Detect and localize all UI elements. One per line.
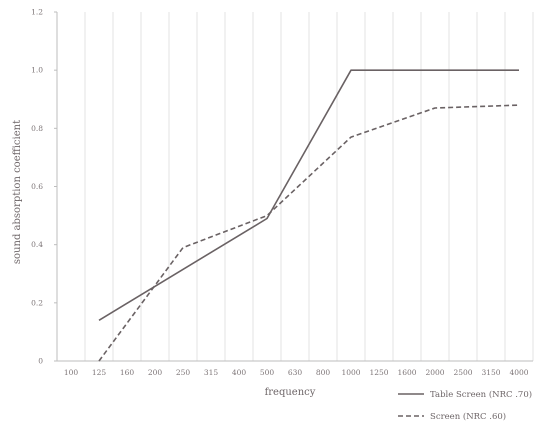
x-tick-label: 1000 <box>341 368 360 377</box>
y-tick-label: 0.6 <box>31 182 43 191</box>
x-tick-label: 100 <box>64 368 79 377</box>
y-tick-label: 1.0 <box>31 66 43 75</box>
x-tick-label: 2000 <box>425 368 444 377</box>
grid-lines <box>84 12 534 361</box>
x-tick-label: 250 <box>176 368 191 377</box>
x-tick-label: 200 <box>148 368 163 377</box>
x-tick-label: 315 <box>204 368 219 377</box>
x-tick-label: 1600 <box>397 368 416 377</box>
legend-label-1: Table Screen (NRC .70) <box>430 389 532 400</box>
x-tick-label: 160 <box>120 368 135 377</box>
x-tick-label: 3150 <box>481 368 500 377</box>
y-tick-label: 0.8 <box>31 124 43 133</box>
x-tick-label: 4000 <box>509 368 528 377</box>
y-tick-labels: 0 0.2 0.4 0.6 0.8 1.0 1.2 <box>31 8 57 366</box>
x-tick-label: 630 <box>288 368 303 377</box>
legend-label-2: Screen (NRC .60) <box>430 411 506 422</box>
legend: Table Screen (NRC .70) Screen (NRC .60) <box>398 389 532 422</box>
x-tick-labels: 100 125 160 200 250 315 400 500 630 800 1000 1250 16… <box>64 368 529 377</box>
x-tick-label: 2500 <box>453 368 472 377</box>
x-axis-title: frequency <box>265 387 316 398</box>
x-tick-label: 125 <box>92 368 107 377</box>
series-line-2 <box>98 104 520 362</box>
x-tick-label: 400 <box>232 368 247 377</box>
data-series <box>98 69 520 362</box>
x-tick-label: 500 <box>260 368 275 377</box>
axes <box>56 12 533 362</box>
x-tick-label: 1250 <box>369 368 388 377</box>
y-tick-label: 0.2 <box>31 298 43 307</box>
y-tick-label: 0 <box>38 357 43 366</box>
series-line-1 <box>98 69 519 321</box>
x-tick-label: 800 <box>316 368 331 377</box>
y-tick-label: 1.2 <box>31 8 43 17</box>
y-axis-title: sound absorption coefficient <box>12 120 23 264</box>
y-tick-label: 0.4 <box>31 240 43 249</box>
